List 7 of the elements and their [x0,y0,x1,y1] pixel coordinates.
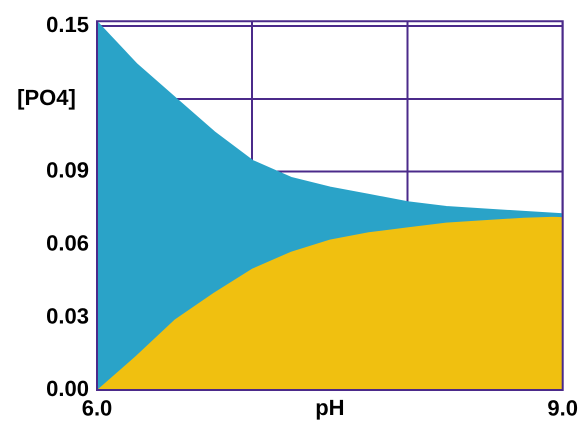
y-tick-label: 0.03 [46,303,89,328]
y-axis-title: [PO4] [17,84,76,110]
y-tick-label: 0.06 [46,230,89,256]
y-tick-label: 0.09 [46,158,89,183]
x-axis-title: pH [315,395,345,420]
x-tick-label: 9.0 [547,395,578,420]
y-tick-label: 0.15 [46,12,89,38]
